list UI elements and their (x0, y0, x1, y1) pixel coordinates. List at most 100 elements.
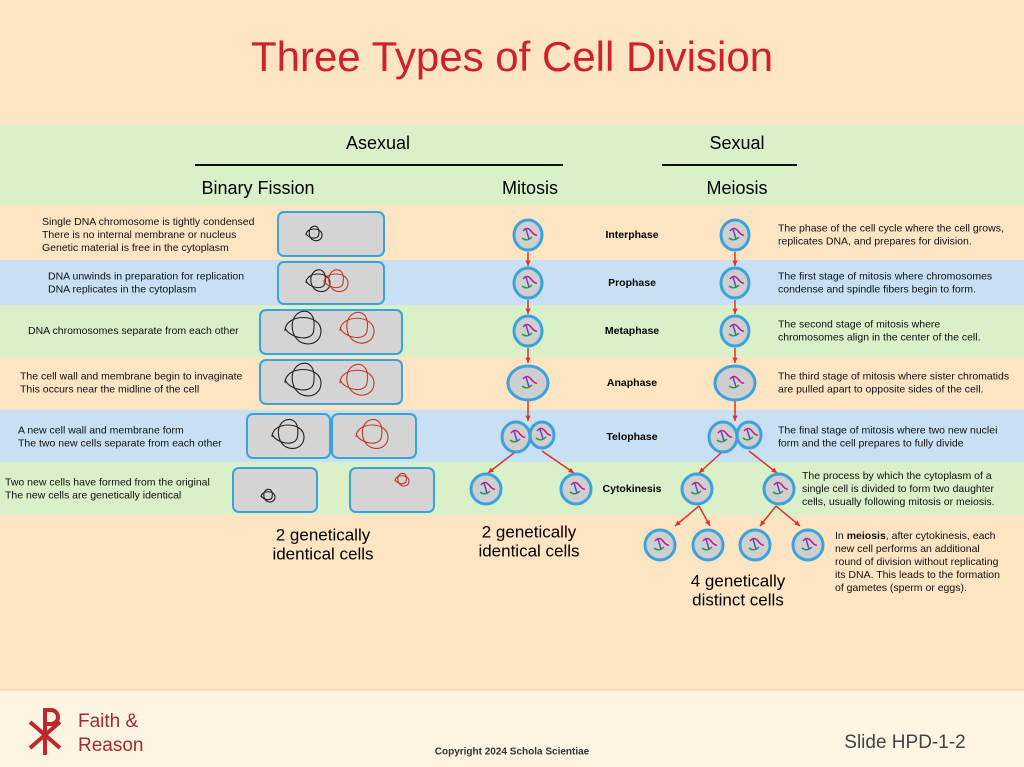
chromosome (690, 490, 702, 495)
phase-description: The second stage of mitosis where (778, 318, 940, 330)
phase-name: Metaphase (605, 325, 659, 337)
binary-fission-note: The new cells are genetically identical (5, 489, 181, 501)
binary-fission-note: The cell wall and membrane begin to inva… (20, 370, 243, 382)
phase-name: Cytokinesis (603, 483, 662, 495)
dna (260, 488, 276, 503)
chromosome (569, 490, 581, 495)
chromosome (720, 430, 725, 442)
chromosome (521, 384, 533, 389)
chromosome (742, 436, 754, 441)
chromosome (773, 481, 789, 490)
cell (643, 528, 677, 562)
result-label: 2 genetically (482, 522, 577, 541)
cell (719, 266, 751, 300)
arrow-head (732, 308, 738, 314)
result-label: 2 genetically (276, 525, 371, 544)
chromosome (525, 228, 530, 240)
chromosome (702, 537, 718, 546)
chromosome (802, 537, 818, 546)
cell (691, 528, 725, 562)
chromosome (728, 284, 740, 289)
cell (713, 364, 757, 402)
chromosome (801, 546, 813, 551)
column-header: Mitosis (502, 178, 558, 198)
chromosome (525, 376, 530, 388)
chromosome (729, 323, 745, 332)
cell (738, 528, 772, 562)
arrow-head (732, 415, 738, 421)
cell (735, 420, 763, 450)
cell (791, 528, 825, 562)
chromosome (521, 332, 533, 337)
logo-mark (28, 708, 62, 755)
meiosis-note: of gametes (sperm or eggs). (835, 582, 967, 594)
binary-fission-note: DNA unwinds in preparation for replicati… (48, 270, 244, 282)
column-header: Meiosis (706, 178, 767, 198)
phase-description: The final stage of mitosis where two new… (778, 424, 997, 436)
cell (469, 472, 503, 506)
result-label: 4 genetically (691, 571, 786, 590)
chromosome (772, 490, 784, 495)
phase-description: cells, usually following mitosis or meio… (802, 496, 995, 508)
chromosome (732, 324, 737, 336)
chromosome (728, 332, 740, 337)
phase-description: form and the cell prepares to fully divi… (778, 437, 964, 449)
row-band (0, 305, 1024, 357)
dna (305, 269, 331, 293)
chromosome (743, 427, 759, 436)
row-band (0, 260, 1024, 305)
chromosome (657, 538, 662, 550)
chromosome (525, 276, 530, 288)
arrow-head (771, 467, 777, 473)
chromosome (776, 482, 781, 494)
binary-fission-note: DNA chromosomes separate from each other (28, 325, 239, 337)
phase-description: The first stage of mitosis where chromos… (778, 270, 992, 282)
bacterium (259, 359, 403, 405)
arrow-head (732, 357, 738, 363)
chromosome (510, 429, 526, 438)
dna (339, 363, 375, 396)
dna (284, 310, 322, 345)
chromosome (705, 538, 710, 550)
result-label: identical cells (478, 541, 579, 560)
phase-name: Interphase (605, 229, 658, 241)
bacterium (259, 309, 403, 355)
arrow (541, 450, 575, 474)
cell (719, 218, 751, 252)
chromosome (513, 430, 518, 442)
arrow-head (705, 520, 710, 526)
note-bold: meiosis (847, 530, 886, 542)
row-band (0, 205, 1024, 260)
chromosome (732, 228, 737, 240)
chromosome (717, 429, 733, 438)
chromosome (654, 537, 670, 546)
binary-fission-note: Single DNA chromosome is tightly condens… (42, 216, 255, 228)
chromosome (483, 482, 488, 494)
arrow-head (525, 260, 531, 266)
phase-description: single cell is divided to form two daugh… (802, 483, 995, 495)
chromosome (805, 538, 810, 550)
dna (355, 418, 389, 449)
phase-description: The process by which the cytoplasm of a (802, 470, 992, 482)
logo-text: Reason (78, 735, 144, 756)
result-label: identical cells (272, 544, 373, 563)
chromosome (522, 275, 538, 284)
cell (506, 364, 550, 402)
chromosome (521, 236, 533, 241)
chromosome (729, 227, 745, 236)
meiosis-note: round of division without replicating (835, 556, 999, 568)
dna (394, 472, 410, 487)
dna (284, 362, 322, 397)
sexual-header: Sexual (709, 133, 764, 153)
bacterium (246, 413, 331, 459)
footer-band (0, 690, 1024, 767)
dna (305, 225, 323, 242)
cell (762, 472, 796, 506)
cell (559, 472, 593, 506)
meiosis-note: new cell performs an additional (835, 543, 980, 555)
binary-fission-note: The two new cells separate from each oth… (18, 437, 222, 449)
phase-description: are pulled apart to opposite sides of th… (778, 383, 983, 395)
chromosome (691, 481, 707, 490)
binary-fission-note: There is no internal membrane or nucleus (42, 229, 236, 241)
arrow-head (525, 357, 531, 363)
